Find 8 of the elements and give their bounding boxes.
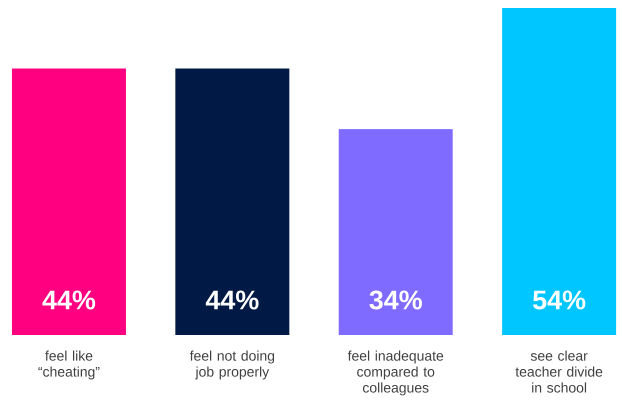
x-tick-label: see clear teacher divide in school [516,350,602,393]
x-tick-label: feel not doing job properly [190,350,274,380]
data-label: 34% [369,290,422,310]
x-tick-label: feel inadequate compared to colleagues [348,350,444,396]
data-label: 44% [206,290,259,310]
data-label: 44% [42,290,96,310]
data-label: 54% [533,290,586,310]
x-tick-label: feel like “cheating” [38,350,100,380]
